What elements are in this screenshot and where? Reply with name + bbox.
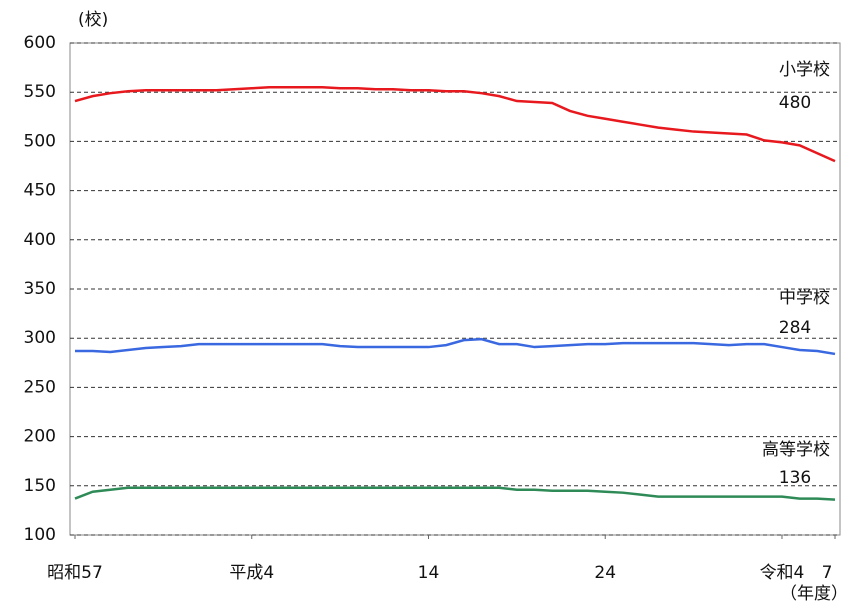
series-end-label: 480 — [779, 93, 811, 113]
y-unit: (校) — [78, 10, 108, 30]
y-tick-label: 600 — [24, 33, 56, 53]
y-tick-label: 100 — [24, 525, 56, 545]
y-tick-label: 550 — [24, 82, 56, 102]
y-tick-label: 250 — [24, 377, 56, 397]
y-tick-label: 500 — [24, 131, 56, 151]
x-tick-label: 昭和57 — [47, 563, 103, 583]
x-tick-label: 14 — [418, 563, 440, 583]
x-unit: （年度） — [780, 584, 848, 604]
y-tick-label: 400 — [24, 230, 56, 250]
series-line — [74, 86, 836, 163]
x-tick-label: 24 — [594, 563, 616, 583]
x-tick-label: 令和4 — [760, 563, 805, 583]
y-tick-label: 350 — [24, 279, 56, 299]
x-tick-label: 平成4 — [229, 563, 274, 583]
y-tick-label: 200 — [24, 427, 56, 447]
y-tick-label: 450 — [24, 181, 56, 201]
series-name: 中学校 — [779, 288, 830, 308]
y-tick-label: 150 — [24, 476, 56, 496]
series-end-label: 136 — [779, 468, 811, 488]
y-tick-label: 300 — [24, 328, 56, 348]
x-tick-label: 7 — [822, 563, 833, 583]
series-line — [74, 486, 836, 501]
series-end-label: 284 — [779, 318, 811, 338]
series-name: 高等学校 — [762, 440, 830, 460]
series-line — [75, 337, 836, 356]
series-name: 小学校 — [779, 60, 830, 80]
